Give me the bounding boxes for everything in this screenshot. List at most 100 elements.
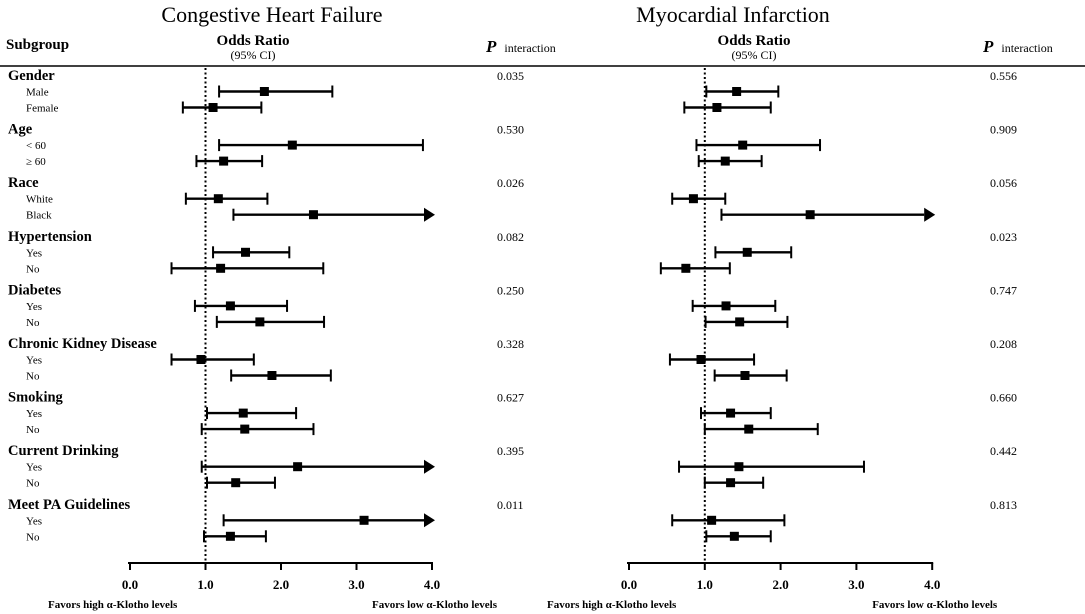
- subgroup-labels: Gender Male Female Age < 60 ≥ 60 Race White Blac…: [8, 68, 157, 543]
- p-interaction-value: 0.328: [497, 337, 524, 351]
- subgroup-header: Subgroup: [6, 37, 69, 53]
- p-interaction-value: 0.556: [990, 69, 1017, 83]
- odds-ratio-point: [231, 478, 241, 488]
- odds-ratio-point: [732, 87, 742, 96]
- odds-ratio-point: [238, 408, 248, 418]
- p-interaction-value: 0.056: [990, 176, 1017, 190]
- odds-ratio-point: [208, 103, 218, 112]
- subgroup-level-label: < 60: [26, 140, 46, 152]
- p-interaction-value: 0.035: [497, 69, 524, 83]
- mi-p-interaction-header: P interaction: [982, 37, 1053, 56]
- odds-ratio-point: [308, 210, 318, 220]
- ci-arrowhead: [424, 513, 435, 528]
- p-interaction-value: 0.082: [497, 230, 524, 244]
- subgroup-level-label: No: [26, 317, 40, 329]
- p-interaction-value: 0.660: [990, 391, 1017, 405]
- odds-ratio-point: [742, 247, 752, 257]
- mi-title: Myocardial Infarction: [636, 2, 830, 27]
- odds-ratio-point: [241, 247, 251, 257]
- p-interaction-value: 0.442: [990, 444, 1017, 458]
- subgroup-group-label: Gender: [8, 68, 55, 84]
- p-interaction-value: 0.023: [990, 230, 1017, 244]
- mi-ci-header: (95% CI): [732, 48, 777, 62]
- chf-p-letter: P: [485, 37, 497, 56]
- subgroup-group-label: Chronic Kidney Disease: [8, 336, 157, 352]
- odds-ratio-point: [213, 194, 223, 204]
- subgroup-level-label: Yes: [26, 408, 42, 420]
- odds-ratio-point: [720, 156, 730, 166]
- subgroup-group-label: Hypertension: [8, 229, 92, 245]
- favors-left-label: Favors high α-Klotho levels: [547, 599, 677, 611]
- x-tick-label: 2.0: [772, 577, 788, 592]
- subgroup-group-label: Diabetes: [8, 282, 62, 298]
- subgroup-level-label: ≥ 60: [26, 156, 46, 168]
- favors-right-label: Favors low α-Klotho levels: [872, 599, 998, 611]
- odds-ratio-point: [707, 515, 717, 525]
- subgroup-level-label: No: [26, 478, 40, 490]
- odds-ratio-point: [744, 424, 754, 434]
- subgroup-level-label: Yes: [26, 247, 42, 259]
- subgroup-level-label: No: [26, 371, 40, 383]
- odds-ratio-point: [225, 531, 235, 541]
- odds-ratio-point: [293, 462, 303, 472]
- mi-forest-panel: 0.0 1.0 2.0 3.0 4.0 Favors high α-Klotho leve…: [547, 68, 1017, 611]
- x-tick-label: 2.0: [273, 577, 289, 592]
- subgroup-group-label: Age: [8, 122, 33, 138]
- p-interaction-value: 0.747: [990, 283, 1017, 297]
- odds-ratio-point: [696, 355, 706, 364]
- chf-or-header: Odds Ratio: [217, 33, 290, 49]
- chf-ci-header: (95% CI): [231, 48, 276, 62]
- odds-ratio-point: [216, 263, 226, 273]
- x-tick-label: 1.0: [197, 577, 213, 592]
- subgroup-level-label: Yes: [26, 355, 42, 367]
- subgroup-group-label: Current Drinking: [8, 443, 119, 459]
- ci-arrowhead: [424, 207, 435, 222]
- favors-left-label: Favors high α-Klotho levels: [48, 599, 178, 611]
- x-tick-label: 0.0: [122, 577, 138, 592]
- odds-ratio-point: [726, 408, 736, 418]
- odds-ratio-point: [287, 140, 297, 150]
- subgroup-level-label: White: [26, 194, 53, 206]
- odds-ratio-point: [359, 515, 369, 525]
- subgroup-level-label: Yes: [26, 515, 42, 527]
- p-interaction-value: 0.813: [990, 498, 1017, 512]
- chf-p-interaction-header: P interaction: [485, 37, 556, 56]
- odds-ratio-point: [740, 371, 750, 380]
- subgroup-level-label: No: [26, 263, 40, 275]
- subgroup-level-label: Male: [26, 87, 49, 99]
- odds-ratio-point: [196, 355, 206, 364]
- subgroup-level-label: Female: [26, 103, 58, 115]
- subgroup-group-label: Meet PA Guidelines: [8, 497, 131, 513]
- p-interaction-value: 0.011: [497, 498, 524, 512]
- x-tick-label: 4.0: [924, 577, 940, 592]
- p-interaction-value: 0.627: [497, 391, 524, 405]
- odds-ratio-point: [688, 194, 698, 204]
- odds-ratio-point: [225, 301, 235, 311]
- p-interaction-value: 0.026: [497, 176, 524, 190]
- p-interaction-value: 0.250: [497, 283, 524, 297]
- subgroup-level-label: No: [26, 531, 40, 543]
- mi-p-suffix: interaction: [1001, 41, 1052, 55]
- odds-ratio-point: [735, 317, 745, 327]
- favors-right-label: Favors low α-Klotho levels: [372, 599, 498, 611]
- p-interaction-value: 0.909: [990, 123, 1017, 137]
- chf-p-suffix: interaction: [504, 41, 555, 55]
- subgroup-level-label: Black: [26, 210, 52, 222]
- mi-p-letter: P: [982, 37, 994, 56]
- chf-title: Congestive Heart Failure: [161, 2, 382, 27]
- odds-ratio-point: [681, 263, 691, 273]
- x-tick-label: 3.0: [348, 577, 364, 592]
- mi-or-header: Odds Ratio: [718, 33, 791, 49]
- odds-ratio-point: [734, 462, 744, 472]
- odds-ratio-point: [729, 531, 739, 541]
- subgroup-level-label: Yes: [26, 462, 42, 474]
- odds-ratio-point: [255, 317, 265, 327]
- odds-ratio-point: [219, 156, 229, 166]
- p-interaction-value: 0.208: [990, 337, 1017, 351]
- subgroup-group-label: Smoking: [8, 390, 64, 406]
- odds-ratio-point: [259, 87, 269, 96]
- odds-ratio-point: [240, 424, 250, 434]
- subgroup-level-label: No: [26, 424, 40, 436]
- odds-ratio-point: [738, 140, 748, 150]
